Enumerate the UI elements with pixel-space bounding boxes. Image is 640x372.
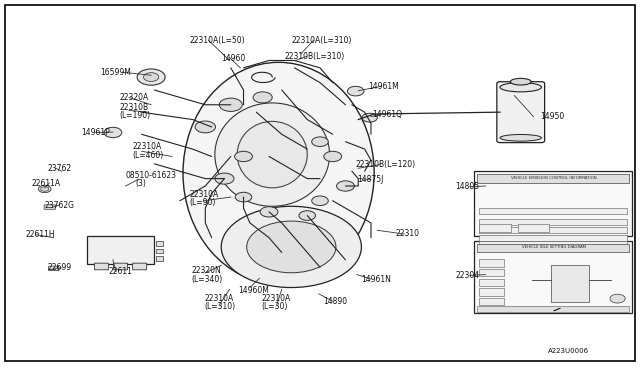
- FancyBboxPatch shape: [550, 265, 589, 302]
- Text: 22320N: 22320N: [191, 266, 221, 275]
- Ellipse shape: [500, 135, 541, 141]
- Text: 22611A: 22611A: [32, 179, 61, 187]
- FancyBboxPatch shape: [477, 244, 629, 253]
- Text: 14961P: 14961P: [81, 128, 110, 137]
- Text: (L=460): (L=460): [132, 151, 163, 160]
- Text: 16599M: 16599M: [100, 68, 131, 77]
- Text: 14875J: 14875J: [357, 175, 383, 184]
- FancyBboxPatch shape: [479, 219, 627, 225]
- Circle shape: [610, 294, 625, 303]
- Ellipse shape: [246, 221, 336, 273]
- Text: 22310A: 22310A: [189, 190, 219, 199]
- FancyBboxPatch shape: [479, 288, 504, 296]
- Text: 22699: 22699: [47, 263, 72, 272]
- Text: 22310A: 22310A: [204, 294, 233, 303]
- Circle shape: [195, 121, 216, 133]
- Text: 14961N: 14961N: [362, 275, 391, 283]
- Circle shape: [38, 185, 51, 193]
- Circle shape: [324, 151, 342, 161]
- Text: 23762G: 23762G: [45, 201, 75, 210]
- Circle shape: [337, 181, 355, 191]
- FancyBboxPatch shape: [132, 263, 147, 270]
- FancyBboxPatch shape: [479, 208, 627, 214]
- FancyBboxPatch shape: [479, 241, 627, 247]
- Circle shape: [137, 69, 165, 85]
- Text: 22310A(L=310): 22310A(L=310): [291, 36, 352, 45]
- Text: 14950: 14950: [540, 112, 564, 121]
- Text: (L=340): (L=340): [191, 275, 223, 283]
- Ellipse shape: [500, 83, 541, 92]
- Text: 22310B: 22310B: [119, 103, 148, 112]
- FancyBboxPatch shape: [518, 224, 549, 232]
- Circle shape: [253, 92, 272, 103]
- Circle shape: [260, 207, 278, 217]
- FancyBboxPatch shape: [479, 235, 627, 241]
- FancyBboxPatch shape: [156, 241, 163, 246]
- Ellipse shape: [510, 78, 531, 85]
- Text: (L=90): (L=90): [189, 198, 216, 207]
- Circle shape: [312, 137, 328, 147]
- FancyBboxPatch shape: [497, 82, 545, 142]
- FancyBboxPatch shape: [479, 298, 504, 305]
- FancyBboxPatch shape: [95, 263, 108, 270]
- Text: (L=190): (L=190): [119, 111, 150, 121]
- Text: 22310A: 22310A: [132, 142, 161, 151]
- FancyBboxPatch shape: [479, 279, 504, 286]
- Text: VEHICLE EMISSION CONTROL INFORMATION: VEHICLE EMISSION CONTROL INFORMATION: [511, 176, 596, 180]
- Text: 22310A: 22310A: [261, 294, 291, 303]
- FancyBboxPatch shape: [4, 5, 636, 361]
- Text: 22310B(L=120): 22310B(L=120): [355, 160, 415, 169]
- Text: 14961Q: 14961Q: [372, 109, 403, 119]
- Text: 14961M: 14961M: [368, 82, 399, 91]
- FancyBboxPatch shape: [479, 269, 504, 276]
- Text: 14890: 14890: [323, 297, 348, 306]
- Circle shape: [104, 127, 122, 138]
- Text: 14960: 14960: [221, 54, 246, 63]
- Text: 22611H: 22611H: [26, 230, 55, 239]
- Text: 22310B(L=310): 22310B(L=310): [285, 52, 345, 61]
- Ellipse shape: [215, 103, 330, 206]
- Text: VEHICLE IDLE SETTING DIAGRAM: VEHICLE IDLE SETTING DIAGRAM: [522, 245, 586, 249]
- Circle shape: [143, 73, 159, 81]
- FancyBboxPatch shape: [113, 263, 127, 270]
- Circle shape: [348, 86, 364, 96]
- FancyBboxPatch shape: [474, 241, 632, 313]
- Text: (L=30): (L=30): [261, 302, 288, 311]
- FancyBboxPatch shape: [477, 174, 629, 183]
- FancyBboxPatch shape: [479, 227, 627, 233]
- Circle shape: [220, 98, 243, 112]
- Ellipse shape: [237, 121, 307, 188]
- FancyBboxPatch shape: [156, 256, 163, 260]
- Text: A223U0006: A223U0006: [548, 349, 589, 355]
- FancyBboxPatch shape: [479, 224, 511, 232]
- Text: 22310: 22310: [395, 230, 419, 238]
- Text: (3): (3): [135, 179, 146, 187]
- Ellipse shape: [183, 62, 374, 284]
- Circle shape: [362, 113, 378, 122]
- Text: 22310A(L=50): 22310A(L=50): [189, 36, 245, 45]
- Circle shape: [235, 151, 252, 161]
- Text: 23762: 23762: [47, 164, 72, 173]
- FancyBboxPatch shape: [49, 266, 59, 270]
- FancyBboxPatch shape: [156, 249, 163, 253]
- Circle shape: [236, 192, 252, 202]
- FancyBboxPatch shape: [477, 307, 629, 311]
- Ellipse shape: [221, 206, 362, 288]
- FancyBboxPatch shape: [44, 205, 56, 209]
- FancyBboxPatch shape: [479, 260, 504, 267]
- Circle shape: [312, 196, 328, 206]
- Text: 14960M: 14960M: [239, 286, 269, 295]
- Text: (L=310): (L=310): [204, 302, 235, 311]
- FancyBboxPatch shape: [474, 171, 632, 236]
- Text: 22304: 22304: [455, 271, 479, 280]
- Text: 08510-61623: 08510-61623: [125, 171, 177, 180]
- Text: 14805: 14805: [455, 182, 479, 191]
- Circle shape: [299, 211, 316, 220]
- Circle shape: [215, 173, 234, 184]
- Text: 22320A: 22320A: [119, 93, 148, 102]
- FancyBboxPatch shape: [88, 236, 154, 263]
- Text: 22611: 22611: [108, 267, 132, 276]
